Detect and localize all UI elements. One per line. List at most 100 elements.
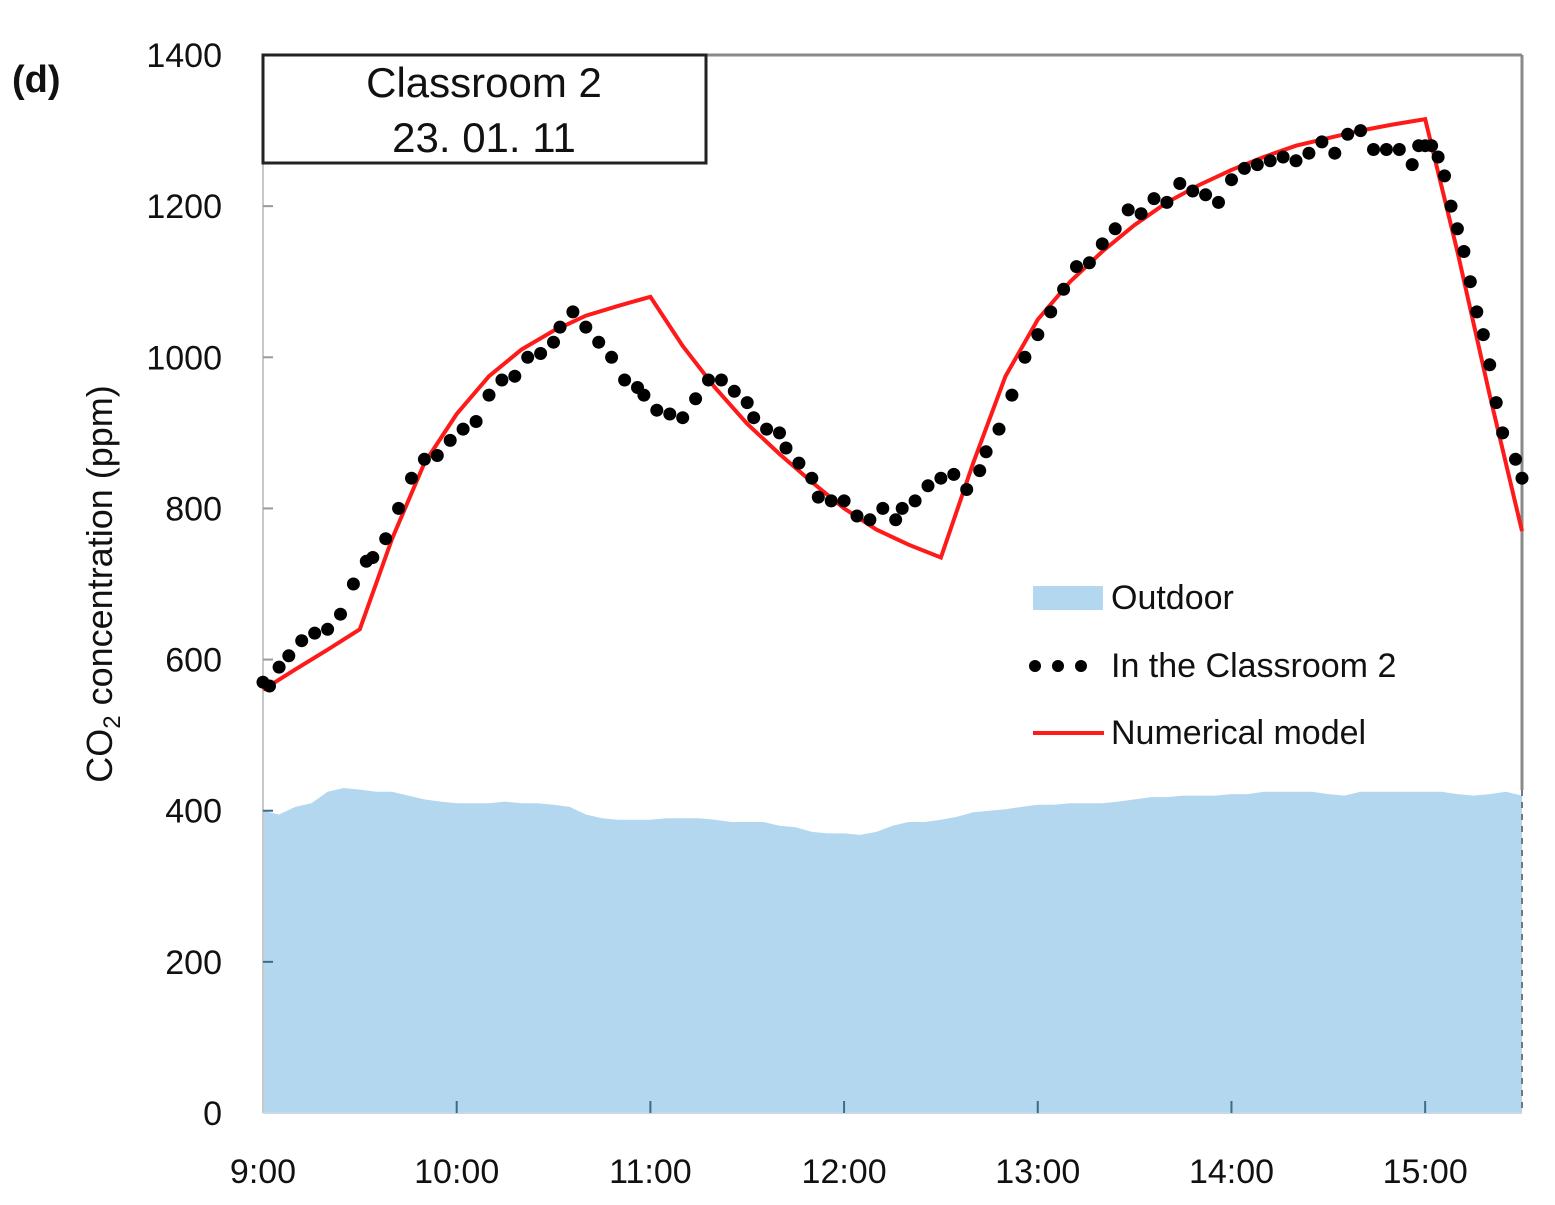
measured-point [1044, 305, 1058, 319]
measured-point [1341, 127, 1355, 141]
measured-point [392, 501, 406, 515]
measured-point [469, 415, 483, 428]
measured-point [1237, 161, 1251, 175]
measured-point [895, 501, 909, 515]
measured-point [1457, 245, 1471, 258]
title-box: Classroom 2 23. 01. 11 [261, 53, 708, 165]
measured-point [1476, 328, 1490, 342]
measured-point [921, 479, 935, 493]
measured-point [1470, 305, 1484, 319]
x-tick-label: 14:00 [1189, 1153, 1274, 1191]
measured-point [1199, 188, 1213, 202]
measured-point [1463, 275, 1477, 289]
legend-dot-icon [1052, 660, 1064, 672]
x-tick-label: 10:00 [414, 1153, 499, 1191]
panel-label: (d) [12, 59, 61, 101]
measured-point [1405, 158, 1419, 172]
measured-point [379, 532, 393, 546]
measured-point [1173, 177, 1187, 190]
measured-point [889, 513, 903, 527]
measured-point [443, 433, 457, 447]
y-tick-label: 1000 [146, 339, 222, 377]
measured-point [1276, 150, 1290, 164]
measured-point [605, 350, 619, 364]
y-tick-label: 400 [165, 793, 222, 831]
y-tick-label: 200 [165, 944, 222, 982]
measured-point [321, 622, 335, 636]
measured-point [1031, 328, 1045, 342]
measured-point [482, 388, 496, 402]
measured-point [1108, 222, 1122, 236]
measured-point [1483, 358, 1497, 372]
measured-point [811, 490, 825, 504]
x-tick-label: 15:00 [1383, 1153, 1468, 1191]
measured-point [346, 577, 360, 591]
measured-point [1489, 396, 1503, 410]
measured-point [1160, 195, 1174, 209]
measured-point [1134, 207, 1148, 221]
legend-dot-icon [1075, 660, 1087, 672]
measured-point [1438, 169, 1451, 183]
measured-point [1379, 143, 1393, 156]
measured-point [792, 456, 806, 470]
title-line-2: 23. 01. 11 [392, 114, 576, 161]
measured-point [272, 660, 286, 674]
measured-point [1425, 139, 1439, 153]
y-tick-label: 1400 [146, 37, 222, 75]
classroom-measured-dots [256, 124, 1529, 693]
measured-point [1354, 124, 1368, 138]
measured-point [973, 464, 987, 478]
measured-point [1147, 192, 1161, 206]
measured-point [947, 467, 961, 481]
measured-point [908, 494, 922, 508]
legend-model-label: Numerical model [1111, 714, 1366, 752]
title-line-1: Classroom 2 [366, 59, 602, 106]
measured-point [1515, 471, 1529, 485]
y-tick-label: 800 [165, 490, 222, 528]
measured-point [366, 551, 380, 564]
measured-point [747, 411, 761, 425]
measured-point [1095, 237, 1109, 251]
measured-point [727, 384, 741, 398]
measured-point [1431, 150, 1445, 164]
measured-point [553, 320, 567, 334]
measured-point [534, 347, 548, 360]
measured-point [282, 649, 296, 663]
measured-point [592, 335, 606, 349]
x-tick-label: 12:00 [802, 1153, 887, 1191]
measured-point [263, 679, 276, 693]
measured-point [837, 494, 851, 508]
measured-point [1018, 350, 1032, 364]
measured-point [637, 388, 651, 402]
measured-point [876, 501, 890, 515]
measured-point [702, 373, 715, 387]
measured-point [618, 373, 632, 387]
measured-point [650, 403, 664, 417]
y-axis-title: CO2 concentration (ppm) [79, 385, 126, 783]
measured-point [1263, 154, 1277, 168]
measured-point [308, 626, 322, 640]
y-tick-label: 1200 [146, 188, 222, 226]
measured-point [1302, 146, 1316, 160]
measured-point [334, 607, 347, 621]
measured-point [566, 305, 580, 319]
measured-point [863, 513, 877, 527]
x-tick-label: 9:00 [230, 1153, 296, 1191]
measured-point [417, 452, 431, 466]
measured-point [779, 441, 793, 455]
measured-point [676, 411, 690, 425]
measured-point [1392, 143, 1406, 156]
measured-point [1496, 426, 1510, 440]
y-tick-label: 600 [165, 642, 222, 680]
legend-outdoor-swatch [1033, 586, 1103, 610]
measured-point [521, 350, 535, 364]
measured-point [979, 445, 993, 459]
measured-point [960, 483, 974, 496]
y-axis-ticks: 0 200 400 600 800 1000 1200 1400 [146, 37, 273, 1133]
measured-point [1367, 143, 1380, 156]
measured-point [1057, 282, 1071, 296]
measured-point [579, 320, 593, 334]
measured-point [992, 422, 1006, 436]
measured-point [740, 396, 754, 410]
measured-point [547, 335, 560, 349]
